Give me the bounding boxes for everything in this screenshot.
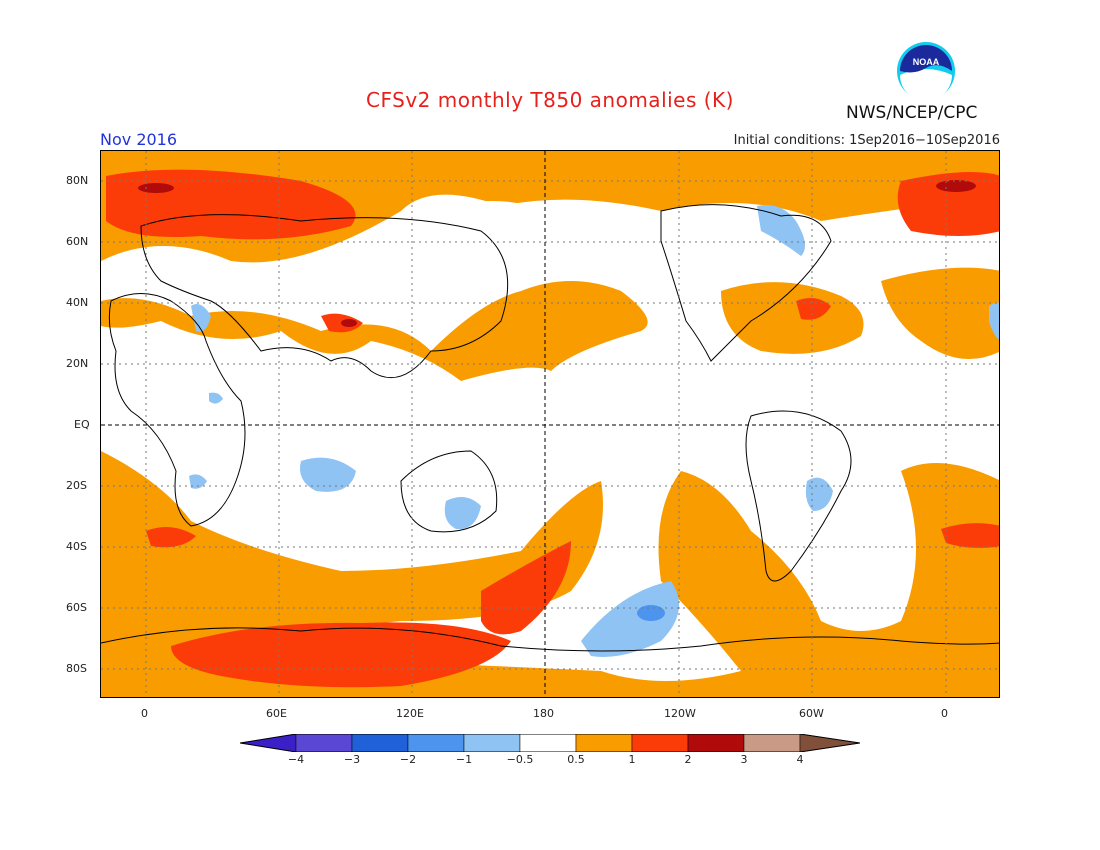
colorbar-label: −4 xyxy=(287,753,305,766)
colorbar-label: −3 xyxy=(343,753,361,766)
anomaly-region xyxy=(881,267,999,359)
anomaly-region xyxy=(171,622,511,688)
colorbar-label: 1 xyxy=(628,753,636,766)
lon-label: 0 xyxy=(141,707,148,720)
lon-label: 180 xyxy=(533,707,554,720)
colorbar-segment xyxy=(799,734,860,752)
anomaly-region xyxy=(146,527,196,548)
colorbar-segment xyxy=(519,734,577,752)
colorbar-segment xyxy=(240,734,297,752)
lat-label: 60S xyxy=(66,601,87,614)
lat-label: EQ xyxy=(74,418,90,431)
initial-conditions: Initial conditions: 1Sep2016−10Sep2016 xyxy=(733,133,1000,148)
anomaly-region xyxy=(637,605,665,621)
anomaly-region xyxy=(805,477,833,511)
colorbar-label: 3 xyxy=(740,753,748,766)
colorbar-label: −0.5 xyxy=(506,753,534,766)
lat-label: 20S xyxy=(66,479,87,492)
anomaly-region xyxy=(209,392,223,404)
colorbar-segment xyxy=(351,734,409,752)
anomaly-region xyxy=(481,541,571,635)
anomaly-region xyxy=(300,457,356,492)
map-panel xyxy=(100,150,1000,698)
lat-label: 40N xyxy=(66,296,89,309)
lon-label: 0 xyxy=(941,707,948,720)
gridlines xyxy=(101,151,999,697)
noaa-logo: NOAA xyxy=(897,42,955,101)
lat-label: 20N xyxy=(66,357,89,370)
forecast-period: Nov 2016 xyxy=(100,130,178,149)
anomaly-region xyxy=(101,281,648,381)
lon-label: 120W xyxy=(664,707,696,720)
lon-label: 60E xyxy=(266,707,287,720)
lat-label: 60N xyxy=(66,235,89,248)
anomaly-region xyxy=(341,319,357,327)
lat-label: 80N xyxy=(66,174,89,187)
anomaly-region xyxy=(941,523,999,548)
anomaly-region xyxy=(101,451,603,656)
colorbar-segment xyxy=(575,734,633,752)
colorbar-label: 2 xyxy=(684,753,692,766)
anomaly-region xyxy=(189,474,207,489)
anomaly-region xyxy=(757,205,805,256)
colorbar-segment xyxy=(295,734,353,752)
anomaly-region xyxy=(138,183,174,193)
anomaly-region xyxy=(721,282,864,354)
anomaly-region xyxy=(989,302,999,340)
reference-lines xyxy=(101,151,999,697)
anomaly-map xyxy=(101,151,999,697)
lat-label: 80S xyxy=(66,662,87,675)
colorbar-segment xyxy=(743,734,801,752)
anomaly-region xyxy=(191,303,211,332)
lat-label: 40S xyxy=(66,540,87,553)
logo-text: NOAA xyxy=(913,57,940,67)
colorbar xyxy=(240,734,860,752)
colorbar-segment xyxy=(631,734,689,752)
colorbar-label: −2 xyxy=(399,753,417,766)
chart-title: CFSv2 monthly T850 anomalies (K) xyxy=(366,88,734,112)
lon-label: 120E xyxy=(396,707,424,720)
colorbar-segment xyxy=(463,734,521,752)
anomaly-region xyxy=(431,201,543,261)
colorbar-segment xyxy=(687,734,745,752)
colorbar-label: 4 xyxy=(796,753,804,766)
colorbar-segment xyxy=(407,734,465,752)
coastlines xyxy=(101,204,999,652)
colorbar-label: 0.5 xyxy=(567,753,585,766)
org-label: NWS/NCEP/CPC xyxy=(846,103,978,123)
anomaly-region xyxy=(444,497,481,530)
colorbar-label: −1 xyxy=(455,753,473,766)
anomaly-region xyxy=(101,151,999,263)
anomaly-region xyxy=(581,581,679,657)
anomaly-region xyxy=(936,180,976,192)
lon-label: 60W xyxy=(799,707,824,720)
